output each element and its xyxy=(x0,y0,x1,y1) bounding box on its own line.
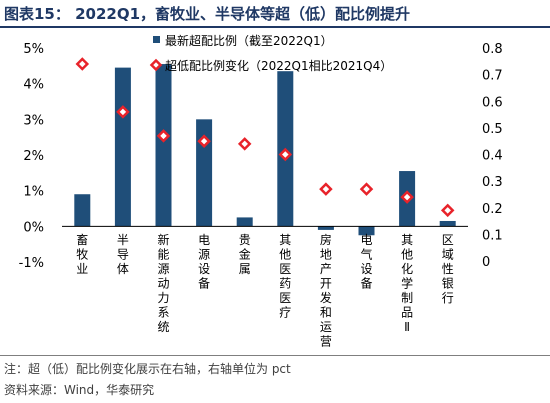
right-axis-tick-label: 0.8 xyxy=(482,42,503,57)
left-axis-tick-label: -1% xyxy=(19,256,44,271)
category-label: 其他医药医疗 xyxy=(279,233,291,320)
left-axis-tick-label: 5% xyxy=(23,42,44,57)
diamond-marker xyxy=(75,57,90,71)
bar xyxy=(236,217,253,227)
bar xyxy=(196,119,213,227)
diamond-marker xyxy=(359,182,374,196)
notes-divider xyxy=(0,355,550,356)
right-axis-tick-label: 0.2 xyxy=(482,202,503,217)
legend-bar-swatch xyxy=(153,36,160,43)
bar-series xyxy=(74,64,456,236)
left-y-axis: -1% 0% 1% 2% 3% 4% 5% xyxy=(19,42,44,271)
right-axis-tick-label: 0.7 xyxy=(482,69,503,84)
bar xyxy=(74,194,91,227)
diamond-marker xyxy=(237,137,252,151)
chart-title: 图表15： 2022Q1，畜牧业、半导体等超（低）配比例提升 xyxy=(4,5,411,23)
legend-marker-swatch xyxy=(149,58,163,72)
category-label: 畜牧业 xyxy=(76,232,88,276)
bar xyxy=(317,226,334,230)
left-axis-tick-label: 0% xyxy=(23,220,44,235)
x-axis-labels: 畜牧业 半导体 新能源动力系统 电源设备 贵金属 其他医药医疗 房地产开发和运营 电气设备 其他… xyxy=(76,232,453,349)
legend: 最新超配比例（截至2022Q1） 超低配比例变化（2022Q1相比2021Q4） xyxy=(149,33,392,73)
category-label: 区域性银行 xyxy=(442,233,454,305)
right-axis-tick-label: 0.1 xyxy=(482,228,503,243)
chart-canvas: -1% 0% 1% 2% 3% 4% 5% 0 0.1 0.2 0.3 0.4 0.5 0.6 0.7 0.… xyxy=(19,33,503,349)
marker-series xyxy=(75,57,455,218)
left-axis-tick-label: 4% xyxy=(23,78,44,93)
diamond-marker xyxy=(400,190,414,204)
bar xyxy=(114,67,131,227)
title-bar: 图表15： 2022Q1，畜牧业、半导体等超（低）配比例提升 xyxy=(0,0,550,28)
diamond-marker xyxy=(278,147,293,162)
right-axis-tick-label: 0.3 xyxy=(482,175,503,190)
left-axis-tick-label: 2% xyxy=(23,149,44,164)
right-axis-tick-label: 0 xyxy=(482,255,490,270)
category-label: 房地产开发和运营 xyxy=(320,232,332,349)
right-axis-tick-label: 0.5 xyxy=(482,122,503,137)
bar xyxy=(439,220,456,227)
right-axis-tick-label: 0.6 xyxy=(482,95,503,110)
diamond-marker xyxy=(319,182,333,196)
diamond-marker xyxy=(440,203,455,218)
diamond-marker xyxy=(156,129,171,143)
diamond-marker xyxy=(116,105,130,119)
right-y-axis: 0 0.1 0.2 0.3 0.4 0.5 0.6 0.7 0.8 xyxy=(482,42,503,270)
bar xyxy=(155,64,172,227)
right-axis-tick-label: 0.4 xyxy=(482,149,503,164)
chart-note: 注：超（低）配比例变化展示在右轴，右轴单位为 pct xyxy=(4,362,291,376)
category-label: 电气设备 xyxy=(360,233,372,291)
bar xyxy=(358,226,375,236)
category-label: 半导体 xyxy=(117,233,129,276)
left-axis-tick-label: 3% xyxy=(23,113,44,128)
chart-source: 资料来源：Wind，华泰研究 xyxy=(4,383,155,397)
left-axis-tick-label: 1% xyxy=(23,185,44,200)
diamond-marker xyxy=(197,134,211,148)
category-label: 贵金属 xyxy=(239,233,251,276)
category-label: 其他化学制品 Ⅱ xyxy=(401,233,413,334)
category-label: 新能源动力系统 xyxy=(157,232,169,334)
legend-marker-label: 超低配比例变化（2022Q1相比2021Q4） xyxy=(165,58,392,73)
legend-bar-label: 最新超配比例（截至2022Q1） xyxy=(165,33,333,48)
category-label: 电源设备 xyxy=(198,233,210,291)
